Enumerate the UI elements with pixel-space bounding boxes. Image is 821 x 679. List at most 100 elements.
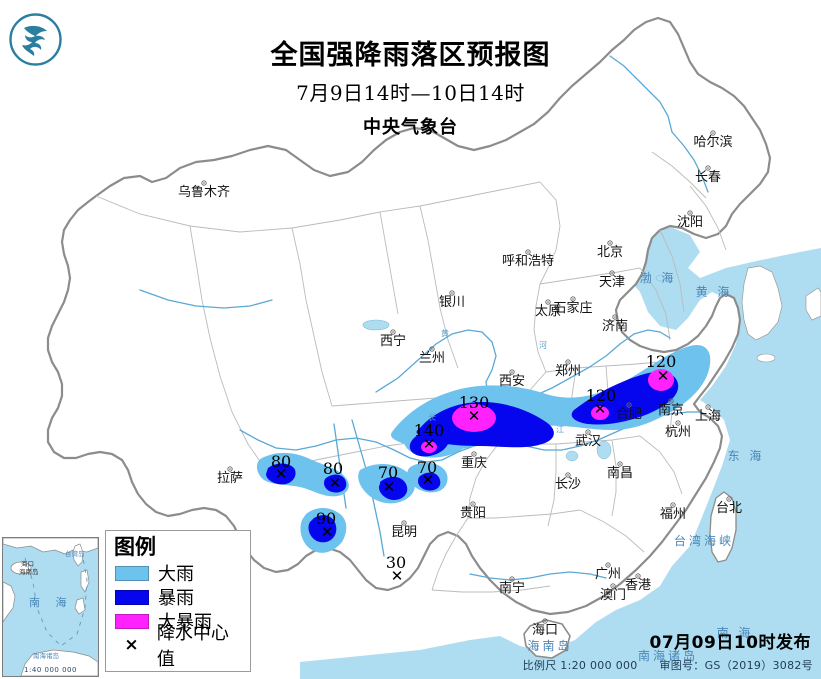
city-label: 合肥 xyxy=(616,407,642,422)
precip-center-marker: 70✕ xyxy=(378,463,398,496)
footer-meta: 比例尺 1:20 000 000 审图号：GS（2019）3082号 xyxy=(505,657,813,673)
city-label: 济南 xyxy=(602,318,628,334)
province-boundaries xyxy=(95,151,727,593)
city-dot-center xyxy=(547,301,549,303)
river-label: 长 xyxy=(428,412,436,422)
city-dot-center xyxy=(544,620,546,622)
city-dot-center xyxy=(572,298,574,300)
city-dot-center xyxy=(451,292,453,294)
city-dot-center xyxy=(587,431,589,433)
city-dot-center xyxy=(611,272,613,274)
city-marker: 南宁 xyxy=(499,576,525,596)
city-label: 西安 xyxy=(499,374,525,389)
legend-label-heavy-rain: 大雨 xyxy=(158,564,194,586)
city-dot-center xyxy=(229,468,231,470)
city-dot xyxy=(429,346,435,352)
legend-label-precip-center: 降水中心值 xyxy=(156,623,229,671)
city-marker: 银川 xyxy=(439,290,465,310)
city-dot-center xyxy=(511,578,513,580)
city-dot xyxy=(565,472,571,478)
city-marker: 长沙 xyxy=(555,472,581,492)
city-marker: 福州 xyxy=(660,502,686,522)
city-label: 太原 xyxy=(535,304,561,319)
city-dot-center xyxy=(707,167,709,169)
city-dot xyxy=(585,429,591,435)
precip-center-value: 80 xyxy=(271,452,291,471)
city-marker: 郑州 xyxy=(555,359,581,379)
city-dot xyxy=(726,496,732,502)
city-dot-center xyxy=(612,585,614,587)
inset-scale-label: 1:40 000 000 xyxy=(24,666,77,674)
svg-text:台湾岛: 台湾岛 xyxy=(65,549,85,558)
river-label: 江 xyxy=(556,425,564,434)
city-label: 福州 xyxy=(660,507,686,522)
cma-dragon-logo-icon xyxy=(8,12,63,67)
precip-center-marker: 120✕ xyxy=(586,386,617,418)
city-marker: 贵阳 xyxy=(460,501,486,521)
city-dot xyxy=(635,573,641,579)
city-label: 长沙 xyxy=(555,477,581,492)
sea-label: 南海诸岛 xyxy=(638,648,698,663)
svg-text:海口: 海口 xyxy=(21,559,34,568)
city-marker: 海口 xyxy=(532,618,558,638)
city-marker: 兰州 xyxy=(419,346,445,366)
precip-center-value: 120 xyxy=(646,352,677,371)
city-marker: 重庆 xyxy=(461,451,487,471)
city-label: 银川 xyxy=(439,295,465,310)
city-label: 长春 xyxy=(695,170,721,185)
precip-center-value: 140 xyxy=(414,421,445,440)
city-dot xyxy=(687,210,693,216)
precip-center-layer: 130✕140✕120✕120✕80✕ 80✕90✕70✕70✕30✕ xyxy=(271,352,676,585)
precip-center-cross-icon: ✕ xyxy=(422,471,435,489)
city-dot-center xyxy=(567,474,569,476)
city-label: 澳门 xyxy=(600,587,626,603)
city-marker: 澳门 xyxy=(600,583,626,603)
sea-label: 台湾海峡 xyxy=(674,533,734,548)
city-dot-center xyxy=(637,575,639,577)
city-marker: 沈阳 xyxy=(677,210,703,230)
china-landmass xyxy=(46,16,772,616)
city-dot xyxy=(612,314,618,320)
city-dot-center xyxy=(527,251,529,253)
city-label: 拉萨 xyxy=(217,471,243,486)
sea-label: 东 海 xyxy=(728,448,765,463)
city-marker: 西安 xyxy=(499,369,525,389)
precip-center-marker: 90✕ xyxy=(316,509,336,541)
city-label: 南宁 xyxy=(499,580,525,596)
city-dot-center xyxy=(672,504,674,506)
city-dot xyxy=(227,466,233,472)
city-dot-center xyxy=(670,400,672,402)
precip-center-value: 130 xyxy=(459,393,490,412)
issue-time-label: 07月09日10时发布 xyxy=(649,633,811,653)
ocean-area xyxy=(300,225,821,679)
city-label: 乌鲁木齐 xyxy=(178,184,230,200)
city-label: 石家庄 xyxy=(553,300,592,316)
city-marker: 石家庄 xyxy=(553,296,593,316)
city-marker: 武汉 xyxy=(575,429,601,449)
precip-center-marker: 80✕ xyxy=(271,452,291,483)
city-label: 呼和浩特 xyxy=(502,254,554,269)
cross-marker-icon: × xyxy=(124,635,139,656)
legend-item-heavy-rain: 大雨 xyxy=(112,561,244,585)
city-dot xyxy=(545,299,551,305)
city-label: 北京 xyxy=(597,245,623,260)
city-label: 郑州 xyxy=(555,364,581,379)
city-marker: 广州 xyxy=(595,562,621,582)
svg-text:南海诸岛: 南海诸岛 xyxy=(33,651,59,660)
precip-center-cross-icon: ✕ xyxy=(383,478,396,496)
city-dot xyxy=(675,420,681,426)
city-dot xyxy=(705,165,711,171)
city-dot-center xyxy=(392,331,394,333)
legend-swatch-severe-rainstorm xyxy=(115,613,149,629)
city-marker: 拉萨 xyxy=(217,466,243,486)
precip-center-value: 120 xyxy=(586,386,617,405)
river-label: 河 xyxy=(539,340,547,350)
city-label: 南京 xyxy=(658,402,684,418)
city-marker: 南京 xyxy=(658,398,684,418)
city-marker: 台北 xyxy=(716,496,742,516)
precip-center-marker: 140✕ xyxy=(414,421,445,453)
precip-center-cross-icon: ✕ xyxy=(594,400,607,418)
city-label: 天津 xyxy=(599,275,625,290)
